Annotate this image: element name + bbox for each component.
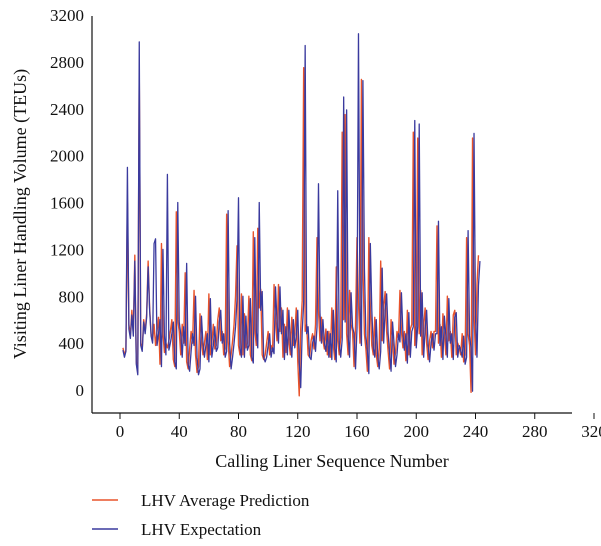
y-tick-label: 1200 — [50, 240, 84, 259]
series-layer — [122, 33, 481, 397]
x-tick-label: 120 — [285, 422, 311, 441]
x-tick-label: 200 — [404, 422, 430, 441]
x-tick-label: 40 — [171, 422, 188, 441]
y-tick-label: 2800 — [50, 53, 84, 72]
axes — [91, 16, 572, 414]
legend-label-expectation: LHV Expectation — [141, 520, 262, 539]
x-tick-label: 280 — [522, 422, 548, 441]
y-ticks: 0 400 800 1200 1600 2000 2400 2800 3200 — [50, 6, 84, 400]
y-tick-label: 3200 — [50, 6, 84, 25]
x-tick-label: 320 — [581, 422, 601, 441]
series-line-prediction — [122, 67, 480, 397]
y-tick-label: 2000 — [50, 147, 84, 166]
x-tick-label: 240 — [463, 422, 489, 441]
x-tick-label: 0 — [116, 422, 125, 441]
y-tick-label: 400 — [59, 334, 85, 353]
x-tick-label: 80 — [230, 422, 247, 441]
x-ticks: 0 40 80 120 160 200 240 280 320 — [116, 413, 601, 441]
legend: LHV Average Prediction LHV Expectation — [92, 491, 310, 539]
series-line-expectation — [122, 33, 481, 392]
y-tick-label: 1600 — [50, 194, 84, 213]
y-tick-label: 2400 — [50, 100, 84, 119]
x-axis-title: Calling Liner Sequence Number — [215, 451, 448, 471]
y-tick-label: 800 — [59, 287, 85, 306]
x-tick-label: 160 — [344, 422, 370, 441]
y-axis-title: Visiting Liner Handling Volume (TEUs) — [10, 69, 31, 359]
y-tick-label: 0 — [76, 381, 85, 400]
legend-label-prediction: LHV Average Prediction — [141, 491, 310, 510]
